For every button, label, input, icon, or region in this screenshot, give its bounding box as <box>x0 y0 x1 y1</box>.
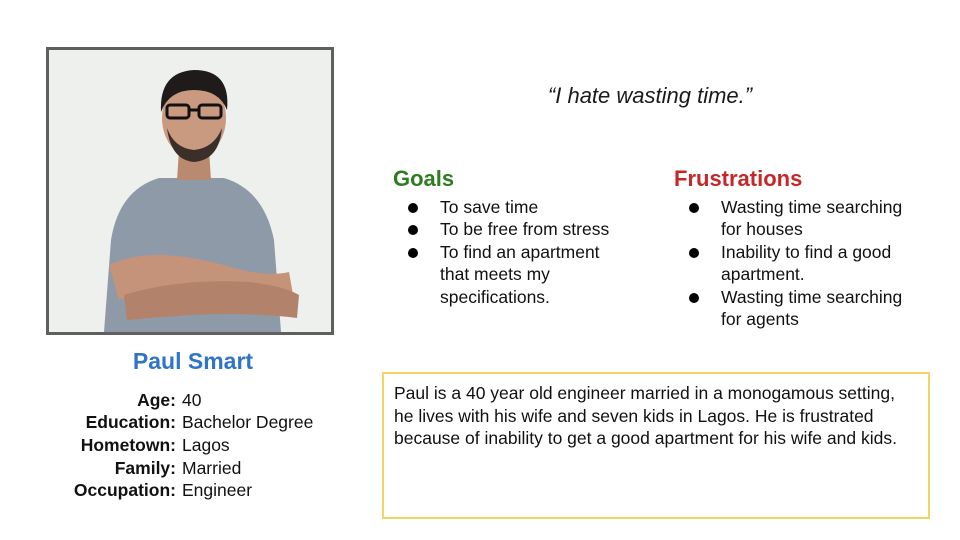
detail-row-family: Family: Married <box>40 457 313 480</box>
family-label: Family: <box>40 458 182 479</box>
frustration-item: Wasting time searching for agents <box>674 286 911 331</box>
family-value: Married <box>182 458 241 479</box>
goal-item: To find an apartment that meets my speci… <box>393 241 630 308</box>
goal-item: To save time <box>393 196 653 218</box>
person-portrait-image <box>49 50 331 332</box>
occupation-value: Engineer <box>182 480 252 501</box>
persona-details: Age: 40 Education: Bachelor Degree Homet… <box>40 389 313 502</box>
occupation-label: Occupation: <box>40 480 182 501</box>
frustration-item: Wasting time searching for houses <box>674 196 911 241</box>
age-value: 40 <box>182 390 201 411</box>
detail-row-education: Education: Bachelor Degree <box>40 412 313 435</box>
goals-list: To save time To be free from stress To f… <box>393 196 653 308</box>
goals-section: Goals To save time To be free from stres… <box>393 166 653 308</box>
persona-bio: Paul is a 40 year old engineer married i… <box>382 372 930 519</box>
persona-name: Paul Smart <box>46 348 340 375</box>
frustrations-title: Frustrations <box>674 166 934 196</box>
detail-row-hometown: Hometown: Lagos <box>40 434 313 457</box>
goal-item: To be free from stress <box>393 218 653 240</box>
hometown-label: Hometown: <box>40 435 182 456</box>
frustrations-section: Frustrations Wasting time searching for … <box>674 166 934 330</box>
education-label: Education: <box>40 412 182 433</box>
frustration-item: Inability to find a good apartment. <box>674 241 921 286</box>
education-value: Bachelor Degree <box>182 412 313 433</box>
hometown-value: Lagos <box>182 435 230 456</box>
persona-quote: “I hate wasting time.” <box>450 83 850 109</box>
detail-row-occupation: Occupation: Engineer <box>40 479 313 502</box>
frustrations-list: Wasting time searching for houses Inabil… <box>674 196 934 330</box>
detail-row-age: Age: 40 <box>40 389 313 412</box>
goals-title: Goals <box>393 166 653 196</box>
age-label: Age: <box>40 390 182 411</box>
persona-photo <box>46 47 334 335</box>
